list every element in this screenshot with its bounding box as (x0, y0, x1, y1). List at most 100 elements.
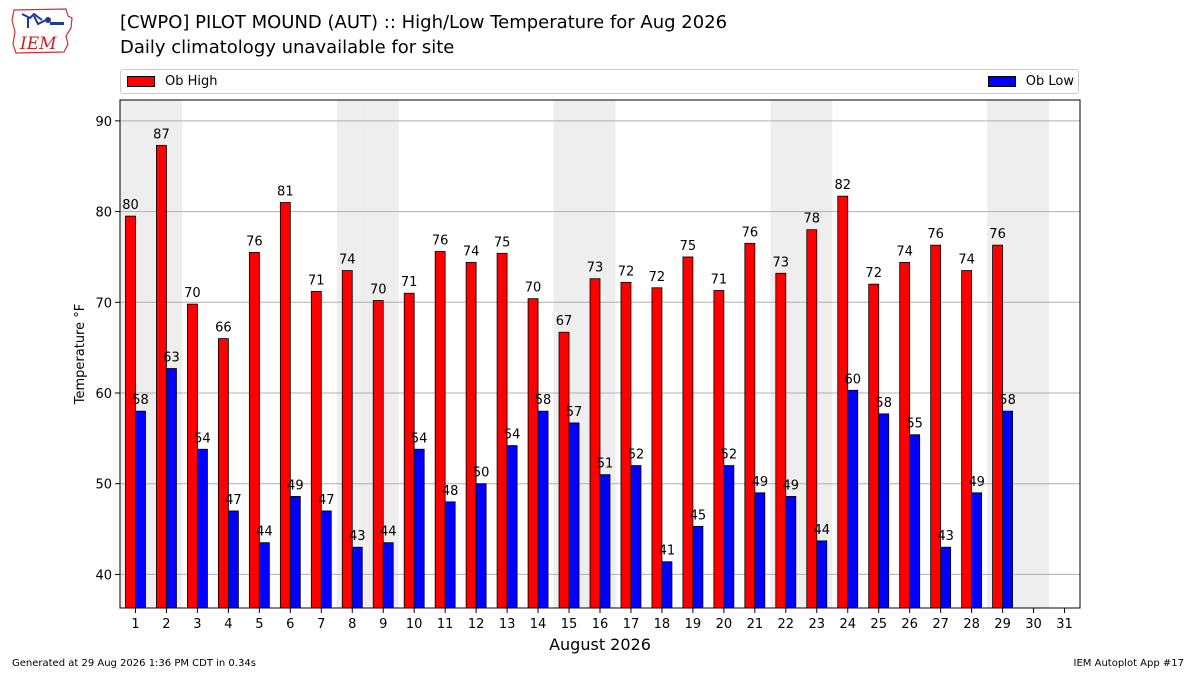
bar-low (166, 368, 177, 609)
data-label-high: 74 (896, 244, 913, 259)
bar-low (413, 448, 425, 609)
x-tick-label: 25 (870, 617, 887, 632)
bar-low (227, 510, 239, 609)
bar-low (599, 474, 611, 609)
y-tick-label: 50 (95, 478, 112, 493)
y-tick-label: 80 (95, 206, 112, 221)
data-label-low: 49 (783, 478, 800, 493)
data-label-high: 76 (927, 227, 944, 242)
legend-swatch-high (127, 76, 155, 87)
data-label-low: 54 (194, 431, 211, 446)
data-label-high: 74 (958, 253, 975, 268)
data-label-low: 58 (132, 393, 149, 408)
bar-low (723, 465, 735, 609)
data-label-high: 80 (122, 198, 139, 213)
bar-high (682, 256, 694, 609)
data-label-low: 49 (968, 475, 985, 490)
x-tick-label: 8 (348, 617, 356, 632)
bar-high (868, 283, 880, 609)
bar-low (847, 389, 859, 609)
x-tick-label: 19 (685, 617, 702, 632)
data-label-low: 44 (256, 525, 273, 540)
bar-low (320, 510, 332, 609)
iem-logo: IEM (11, 8, 73, 54)
data-label-low: 52 (628, 448, 645, 463)
x-tick-label: 20 (716, 617, 733, 632)
bar-low (537, 410, 549, 609)
legend-label-high: Ob High (165, 74, 218, 89)
bar-low (878, 413, 890, 609)
x-tick-label: 23 (809, 617, 826, 632)
bar-low (692, 525, 704, 609)
bar-high (187, 303, 198, 609)
bar-low (475, 483, 487, 609)
bar-high (558, 331, 570, 609)
x-tick-label: 15 (561, 617, 578, 632)
x-tick-label: 17 (623, 617, 640, 632)
data-label-low: 48 (442, 484, 459, 499)
data-label-high: 72 (618, 264, 635, 279)
x-tick-label: 24 (839, 617, 856, 632)
data-label-low: 54 (411, 431, 428, 446)
data-label-low: 41 (659, 544, 676, 559)
data-label-low: 58 (999, 393, 1016, 408)
bar-low (971, 492, 983, 609)
bar-low (1002, 410, 1013, 609)
bar-high (434, 251, 446, 609)
bar-low (351, 546, 363, 609)
legend-item-low: Ob Low (987, 74, 1074, 89)
data-label-low: 47 (318, 493, 335, 508)
x-tick-label: 21 (747, 617, 764, 632)
data-label-low: 43 (937, 529, 954, 544)
bar-high (899, 261, 911, 609)
bar-high (248, 251, 260, 609)
bar-high (806, 229, 818, 609)
bar-low (444, 501, 456, 609)
y-tick-label: 60 (95, 387, 112, 402)
data-label-low: 52 (721, 448, 738, 463)
bar-high (527, 298, 539, 609)
bar-high (217, 338, 229, 609)
x-tick-label: 18 (654, 617, 671, 632)
bar-low (258, 542, 270, 609)
bar-low (816, 540, 828, 609)
data-label-high: 70 (370, 282, 387, 297)
logo-text: IEM (19, 34, 57, 54)
x-tick-label: 1 (131, 617, 139, 632)
data-label-high: 66 (215, 321, 232, 336)
app-credit: IEM Autoplot App #17 (1073, 658, 1184, 669)
data-label-high: 70 (525, 281, 542, 296)
bar-high (341, 270, 353, 609)
bar-low (135, 410, 146, 609)
bar-low (289, 496, 301, 609)
x-axis-label: August 2026 (549, 635, 651, 654)
data-label-high: 74 (463, 244, 480, 259)
x-tick-label: 4 (224, 617, 232, 632)
x-tick-label: 10 (406, 617, 423, 632)
bar-high (651, 287, 663, 609)
x-tick-label: 14 (530, 617, 547, 632)
bar-high (837, 195, 849, 609)
data-label-high: 72 (649, 270, 666, 285)
data-label-high: 72 (865, 266, 882, 281)
data-label-high: 76 (989, 227, 1006, 242)
bar-high (620, 281, 632, 609)
bar-high (589, 278, 601, 609)
data-label-high: 71 (711, 273, 728, 288)
data-label-low: 54 (504, 428, 521, 443)
bar-high (961, 270, 973, 609)
x-tick-label: 28 (963, 617, 980, 632)
bar-low (630, 465, 642, 609)
x-tick-label: 26 (901, 617, 918, 632)
bar-high (992, 244, 1003, 609)
data-label-high: 76 (246, 234, 263, 249)
x-tick-label: 31 (1056, 617, 1073, 632)
x-tick-label: 30 (1025, 617, 1042, 632)
data-label-low: 51 (597, 457, 614, 472)
x-tick-label: 16 (592, 617, 609, 632)
data-label-high: 74 (339, 253, 356, 268)
bar-low (754, 492, 766, 609)
bar-high (403, 292, 415, 609)
